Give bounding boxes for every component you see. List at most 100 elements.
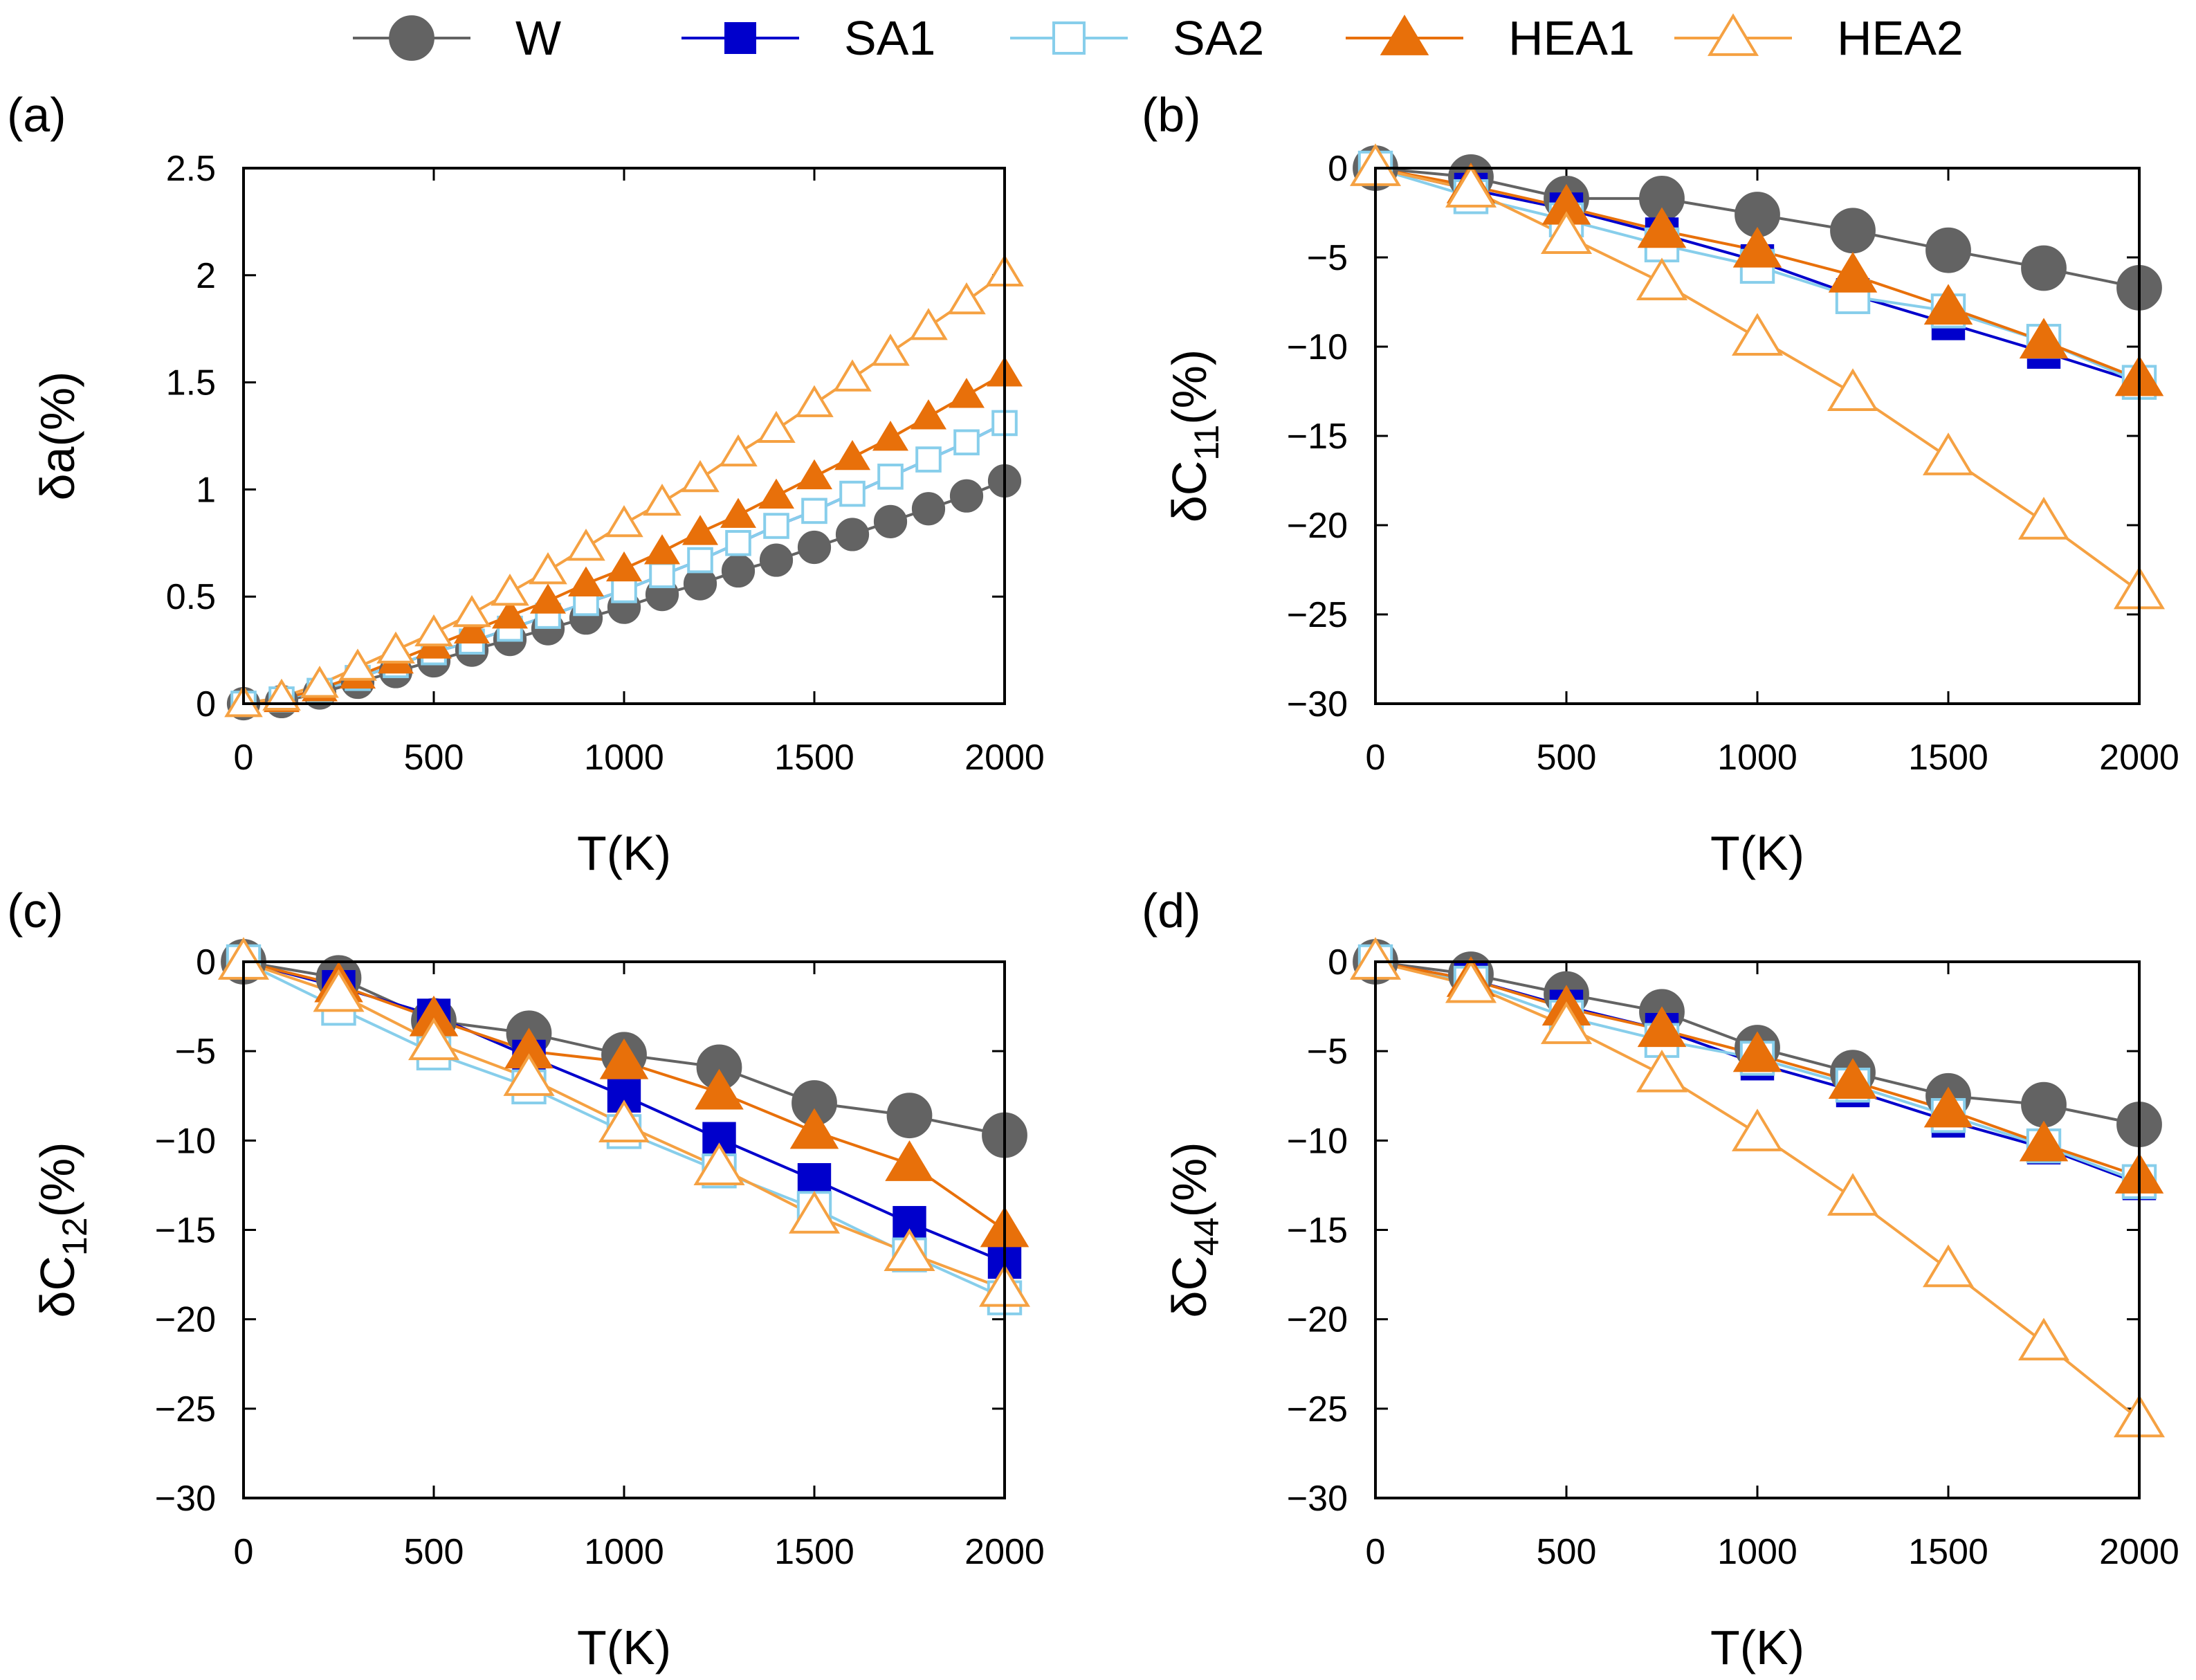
panel-a-point-hea1 (948, 378, 985, 408)
panel-a-point-w (759, 543, 794, 577)
panel-a-point-hea1 (567, 566, 605, 596)
panel-c-point-hea2 (693, 1142, 745, 1186)
panel-a-ytick-label: 2 (196, 256, 216, 296)
panel-c-point-w (886, 1093, 933, 1139)
panel-c-point-hea2 (408, 1017, 460, 1061)
panel-a-point-w (797, 530, 832, 565)
panel-b: (b) 0 500 1000 1500 2000 −30 −25 −20 −15 −10 −5 0 T(K… (1142, 88, 2179, 880)
panel-b-markers (1349, 143, 2166, 610)
panel-c-frame (242, 960, 1006, 1499)
panel-c-label: (c) (7, 884, 64, 938)
panel-d-point-hea1 (2019, 1120, 2069, 1162)
panel-c-point-hea1 (885, 1140, 934, 1181)
panel-b-point-hea2 (1922, 432, 1975, 475)
panel-b-ytick-label: 0 (1328, 149, 1348, 189)
panel-b-point-hea1 (1732, 226, 1782, 268)
panel-b-xtick-label: 0 (1366, 738, 1386, 778)
panel-b-ytick-label: −30 (1287, 684, 1348, 724)
legend-item-w: W (353, 11, 561, 65)
panel-d-point-hea1 (1923, 1086, 1973, 1128)
panel-c-point-hea2 (788, 1191, 841, 1234)
panel-a-point-hea1 (910, 399, 947, 430)
panel-c-ylabel-main: δC (30, 1256, 84, 1318)
panel-a-point-hea1 (720, 497, 757, 528)
panel-a-point-sa2 (953, 429, 980, 456)
panel-a-ytick-label: 0.5 (166, 577, 216, 617)
legend-marker-sa2 (1052, 21, 1086, 55)
panel-d-xlabel: T(K) (1710, 1620, 1804, 1674)
panel-b-point-hea2 (1636, 257, 1688, 301)
panel-a-xtick-label: 1500 (774, 738, 854, 778)
legend-label-hea1: HEA1 (1508, 11, 1635, 65)
panel-d-xtick-label: 2000 (2099, 1532, 2179, 1572)
panel-c-ylabel-suffix: (%) (30, 1142, 84, 1217)
panel-d-point-hea2 (1827, 1173, 1879, 1216)
panel-c-ytick-label: −10 (155, 1121, 216, 1161)
panel-a-point-hea1 (834, 439, 871, 471)
panel-b-point-hea1 (2019, 318, 2069, 359)
panel-d-frame (1374, 960, 2141, 1499)
panel-b-point-hea1 (1923, 284, 1973, 325)
panel-a-point-w (835, 518, 870, 551)
panel-a-point-hea1 (529, 583, 567, 614)
panel-b-point-hea2 (1445, 165, 1497, 208)
panel-d-ytick-label: −30 (1287, 1479, 1348, 1519)
panel-c-xlabel: T(K) (577, 1620, 671, 1674)
panel-c-ylabel-sub: 12 (55, 1217, 94, 1256)
panel-d: (d) 0 500 1000 1500 2000 −30 −25 −20 −15 −10 −5 0 T(K… (1142, 884, 2179, 1674)
legend-marker-sa1 (724, 22, 756, 54)
panel-a-xtick-label: 2000 (964, 738, 1045, 778)
legend-item-sa1: SA1 (681, 11, 935, 65)
panel-d-xtick-label: 500 (1537, 1532, 1597, 1572)
legend-label-sa2: SA2 (1173, 11, 1264, 65)
panel-a-point-hea1 (681, 515, 719, 545)
panel-a-ylabel-main: δa(%) (30, 372, 84, 501)
panel-b-ytick-label: −20 (1287, 506, 1348, 546)
panel-d-ytick-label: −5 (1307, 1032, 1348, 1072)
panel-d-xtick-label: 1000 (1717, 1532, 1797, 1572)
panel-c-ytick-label: 0 (196, 942, 216, 983)
panel-a-xtick-label: 1000 (584, 738, 664, 778)
panel-c-point-hea1 (789, 1108, 839, 1149)
panel-c-ytick-label: −25 (155, 1389, 216, 1430)
panel-a-ytick-label: 1 (196, 470, 216, 510)
panel-a-point-hea2 (567, 529, 605, 561)
panel-d-point-w (2021, 1081, 2067, 1128)
panel-d-ytick-label: −20 (1287, 1300, 1348, 1340)
panel-b-xtick-label: 500 (1537, 738, 1597, 778)
panel-d-point-hea2 (1922, 1244, 1975, 1288)
panel-a-point-sa2 (915, 446, 942, 473)
panel-a-point-hea2 (491, 574, 529, 606)
panel-a-point-hea1 (491, 599, 529, 629)
panel-a-point-sa2 (839, 480, 866, 507)
panel-a-point-hea1 (605, 551, 643, 582)
panel-b-point-hea1 (1637, 207, 1687, 248)
panel-a-ylabel: δa(%) (30, 372, 84, 501)
panel-b-label: (b) (1142, 88, 1201, 142)
panel-b-frame (1374, 167, 2141, 705)
panel-a-point-hea2 (414, 614, 453, 647)
panel-c: (c) 0 500 1000 1500 2000 −30 −25 −20 −15 −10 −5 0 T(K… (7, 884, 1045, 1674)
panel-a-point-hea1 (758, 478, 795, 509)
legend-item-hea1: HEA1 (1346, 11, 1635, 65)
panel-b-ylabel-main: δC (1162, 461, 1216, 523)
panel-d-ylabel: δC44(%) (1162, 1142, 1226, 1317)
panel-d-xtick-label: 0 (1366, 1532, 1386, 1572)
panel-c-point-hea2 (884, 1228, 935, 1272)
panel-b-ylabel: δC11(%) (1162, 349, 1226, 522)
panel-c-point-sa1 (702, 1122, 736, 1156)
panel-c-point-sa1 (797, 1162, 832, 1197)
panel-c-point-hea2 (598, 1099, 650, 1143)
panel-a-point-hea2 (757, 410, 796, 444)
panel-a-point-hea2 (719, 434, 758, 467)
panel-b-point-hea2 (1827, 368, 1879, 412)
panel-a: (a) 0 500 1000 1500 2000 0 0.5 1 1.5 2 2.5 T(K) δa(%) (7, 88, 1045, 880)
panel-c-point-hea2 (503, 1053, 555, 1096)
panel-d-ylabel-suffix: (%) (1162, 1142, 1216, 1217)
panel-a-xtick-label: 0 (234, 738, 254, 778)
panel-a-point-hea2 (681, 459, 720, 493)
panel-a-point-hea2 (833, 359, 872, 392)
panel-a-point-hea1 (643, 534, 681, 565)
panel-c-markers (217, 937, 1031, 1315)
